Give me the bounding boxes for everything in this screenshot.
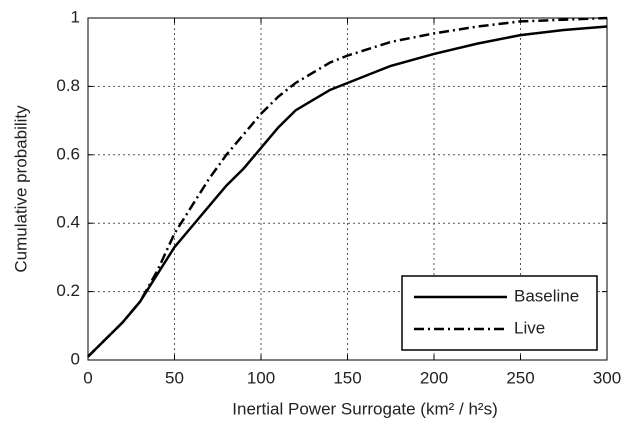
x-tick-label: 200 [420,368,448,387]
x-tick-label: 300 [593,368,621,387]
y-tick-label: 0.6 [56,144,80,163]
x-tick-label: 0 [83,368,92,387]
x-tick-label: 50 [165,368,184,387]
y-axis-label: Cumulative probability [11,105,30,273]
legend-label: Live [514,318,545,337]
x-tick-label: 150 [333,368,361,387]
legend-label: Baseline [514,286,579,305]
x-axis-label: Inertial Power Surrogate (km² / h²s) [232,399,497,418]
plot-frame [87,17,608,361]
y-tick-label: 0 [71,349,80,368]
series-line [87,25,608,358]
legend-box [401,275,598,351]
x-tick-label: 250 [506,368,534,387]
y-tick-label: 0.2 [56,281,80,300]
y-tick-label: 0.8 [56,76,80,95]
y-tick-label: 0.4 [56,213,80,232]
x-tick-label: 100 [247,368,275,387]
y-tick-label: 1 [71,7,80,26]
